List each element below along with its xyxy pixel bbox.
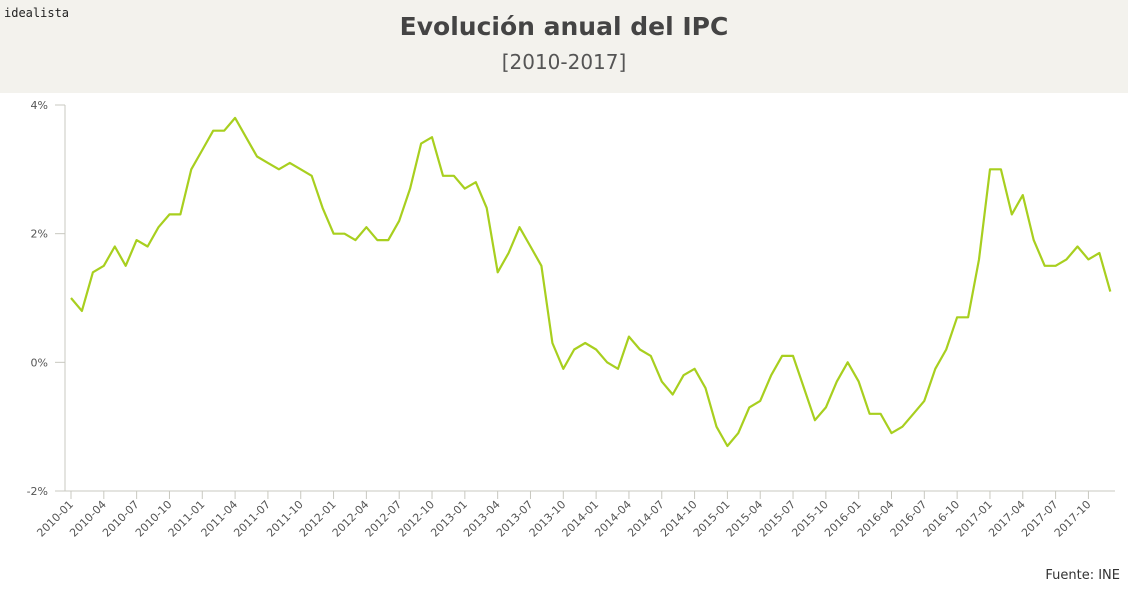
idealista-logo: idealista — [4, 6, 70, 20]
y-tick-label: 0% — [31, 356, 48, 369]
y-tick-label: -2% — [27, 485, 48, 498]
chart-header: idealista Evolución anual del IPC [2010-… — [0, 0, 1128, 93]
source-note: Fuente: INE — [1045, 568, 1120, 583]
x-tick-label: 2017-10 — [1052, 498, 1094, 540]
ipc-series-line — [70, 116, 1112, 448]
y-tick-label: 4% — [31, 99, 48, 112]
chart-subtitle: [2010-2017] — [501, 50, 627, 74]
y-tick-label: 2% — [31, 228, 48, 241]
chart-title: Evolución anual del IPC — [399, 12, 729, 41]
